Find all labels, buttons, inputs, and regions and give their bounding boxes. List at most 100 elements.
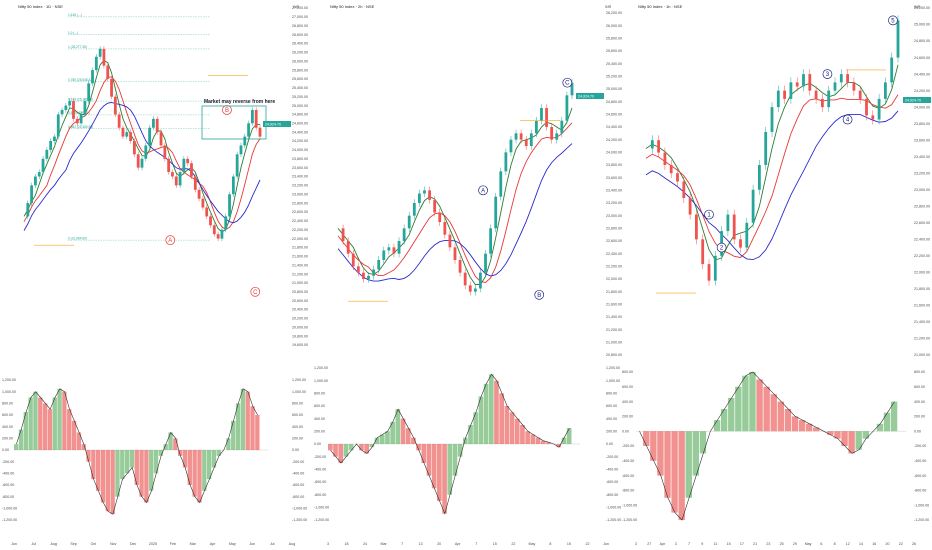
p1-candle-body xyxy=(178,172,182,186)
p2-osc-tick-right: 1,000.00 xyxy=(606,379,620,383)
p1-osc-tick-right: -800.00 xyxy=(292,495,304,499)
p2-time-tick: Apr xyxy=(455,542,461,546)
p2-osc-tick-left: -1,200.00 xyxy=(314,518,329,522)
p2-price-tick: 21,800.00 xyxy=(606,290,622,294)
p3-osc-tick-right: -600.00 xyxy=(914,474,926,478)
p1-price-tick: 23,000.00 xyxy=(292,192,308,196)
p1-candle-body xyxy=(224,216,228,230)
p1-candle-body xyxy=(79,114,83,124)
chart-panel-1: Nifty 50 Index · 1D · NSE INR 27,200.002… xyxy=(2,4,308,546)
p2-osc-line xyxy=(330,373,570,515)
p1-osc-tick-right: -1,200.00 xyxy=(292,518,307,522)
p1-candle-body xyxy=(125,132,129,137)
panel-1-price-ticks: 27,200.00 27,000.00 26,800.00 26,600.00 26,4… xyxy=(292,6,308,347)
p2-osc-bar xyxy=(452,444,458,476)
p2-osc-bar xyxy=(566,428,572,444)
p1-candle-body xyxy=(75,118,79,124)
p1-osc-bar xyxy=(105,450,110,512)
p3-candle-body xyxy=(884,82,887,99)
p2-candle-body xyxy=(448,234,452,248)
p1-candle-body xyxy=(163,145,167,159)
p1-osc-tick-right: 800.00 xyxy=(292,402,303,406)
panel-1-annotation: Market may reverse from here xyxy=(204,99,275,105)
p1-osc-bar xyxy=(57,388,62,450)
p2-price-tick: 21,600.00 xyxy=(606,303,622,307)
p1-wave-circle xyxy=(250,286,261,297)
p1-osc-bar xyxy=(47,409,53,450)
p1-candle-body xyxy=(26,203,30,217)
p1-price-tick: 24,000.00 xyxy=(292,148,308,152)
p2-osc-tick-right: -400.00 xyxy=(606,468,618,472)
p1-time-tick: Jul xyxy=(270,542,275,546)
p2-osc-tick-left: 800.00 xyxy=(314,392,325,396)
p2-osc-tick-right: 0.00 xyxy=(606,442,613,446)
p1-osc-bar xyxy=(226,438,231,450)
p2-price-tick: 26,000.00 xyxy=(606,24,622,28)
p2-price-tick: 24,400.00 xyxy=(606,125,622,129)
p2-candle-body xyxy=(412,203,416,216)
p2-osc-tick-right: -600.00 xyxy=(606,480,618,484)
p1-candle-body xyxy=(136,154,140,168)
panel-2-last-price-bg xyxy=(576,93,604,99)
p3-ma-fast xyxy=(645,64,899,261)
p1-osc-bar xyxy=(235,403,241,450)
p2-time-tick: 24 xyxy=(363,542,367,546)
p2-osc-tick-right: 800.00 xyxy=(606,392,617,396)
p1-price-tick: 27,000.00 xyxy=(292,15,308,19)
p1-price-tick: 23,800.00 xyxy=(292,157,308,161)
p2-time-tick: 15 xyxy=(493,542,497,546)
p3-candle-body xyxy=(814,90,818,99)
p2-candle-body xyxy=(519,133,523,140)
p3-time-tick: 17 xyxy=(740,542,744,546)
p1-osc-bar xyxy=(18,429,24,450)
p1-candle-body xyxy=(193,176,197,190)
p3-osc-bar xyxy=(841,431,848,446)
p3-time-tick: 25 xyxy=(780,542,784,546)
p1-candle-body xyxy=(64,105,68,110)
p1-osc-tick-right: 1,200.00 xyxy=(292,378,306,382)
p3-price-tick: 23,400.00 xyxy=(914,155,930,159)
p2-osc-tick-left: 1,200.00 xyxy=(314,366,328,370)
p2-price-tick: 24,200.00 xyxy=(606,138,622,142)
p3-time-tick: 20 xyxy=(886,542,890,546)
p1-candle-body xyxy=(83,101,87,115)
p2-price-tick: 25,200.00 xyxy=(606,75,622,79)
p3-price-tick: 22,200.00 xyxy=(914,254,930,258)
p1-candle-body xyxy=(60,109,64,115)
p2-price-tick: 24,800.00 xyxy=(606,100,622,104)
p2-osc-bar xyxy=(333,444,338,457)
p3-candle-body xyxy=(707,264,711,281)
p2-candle-body xyxy=(356,266,360,273)
panel-2-price-ticks: 26,200.00 26,000.00 25,800.00 25,600.00 25,4… xyxy=(606,11,622,357)
p1-time-tick: Jun xyxy=(249,542,255,546)
p1-osc-tick-left: -800.00 xyxy=(2,495,14,499)
p3-time-tick: 22 xyxy=(899,542,903,546)
p2-candle-body xyxy=(514,133,518,140)
p3-wave-label: 5 xyxy=(891,18,895,24)
p3-osc-tick-right: -800.00 xyxy=(914,489,926,493)
p2-wave-circle xyxy=(534,289,545,300)
p1-candle-body xyxy=(129,132,132,142)
p3-time-tick: 21 xyxy=(753,542,757,546)
p1-osc-tick-left: -1,200.00 xyxy=(2,518,17,522)
p1-wave-label: C xyxy=(253,290,258,296)
p1-osc-tick-left: 0.00 xyxy=(2,448,9,452)
p1-candle-body xyxy=(186,158,190,164)
p1-candle-body xyxy=(41,158,45,173)
p1-price-tick: 24,400.00 xyxy=(292,130,308,134)
p1-time-tick: Jun xyxy=(11,542,17,546)
p1-candle-body xyxy=(243,136,247,146)
p2-osc-tick-left: 1,000.00 xyxy=(314,379,328,383)
p1-osc-bar xyxy=(231,420,236,450)
p3-osc-tick-left: -400.00 xyxy=(622,459,634,463)
p1-price-tick: 26,400.00 xyxy=(292,42,308,46)
p1-candle-body xyxy=(87,83,91,102)
p3-osc-bar xyxy=(643,431,650,446)
p1-candle-body xyxy=(30,185,34,204)
p1-osc-bar xyxy=(42,403,48,450)
p2-osc-tick-right: 1,200.00 xyxy=(606,366,620,370)
p1-candle-body xyxy=(132,141,136,155)
p2-candle-body xyxy=(382,250,386,260)
p2-osc-bar xyxy=(411,437,416,444)
p3-osc-tick-right: 400.00 xyxy=(914,400,925,404)
